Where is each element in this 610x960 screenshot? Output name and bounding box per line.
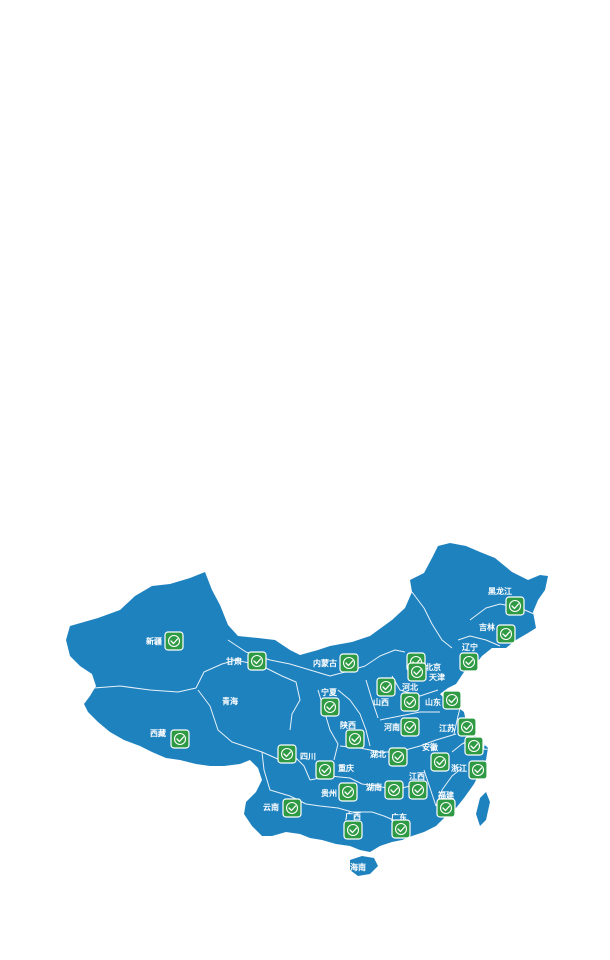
label-xinjiang: 新疆 xyxy=(146,636,162,646)
green-check-badge-icon[interactable] xyxy=(407,662,427,682)
label-hebei: 河北 xyxy=(402,682,418,692)
label-shandong: 山东 xyxy=(425,697,441,707)
green-check-badge-icon[interactable] xyxy=(505,596,525,616)
green-check-badge-icon[interactable] xyxy=(384,780,404,800)
green-check-badge-icon[interactable] xyxy=(408,780,428,800)
green-check-badge-icon[interactable] xyxy=(376,677,396,697)
markers xyxy=(164,596,525,840)
label-guizhou: 贵州 xyxy=(321,788,337,798)
label-xizang: 西藏 xyxy=(150,728,166,738)
label-gansu: 甘肃 xyxy=(226,656,242,666)
green-check-badge-icon[interactable] xyxy=(277,744,297,764)
label-shanxi: 山西 xyxy=(373,697,389,707)
label-guangdong: 广东 xyxy=(391,812,407,822)
green-check-badge-icon[interactable] xyxy=(345,729,365,749)
green-check-badge-icon[interactable] xyxy=(391,819,411,839)
green-check-badge-icon[interactable] xyxy=(343,820,363,840)
label-shanghai: 上海 xyxy=(480,741,496,751)
label-ningxia: 宁夏 xyxy=(321,687,338,697)
green-check-badge-icon[interactable] xyxy=(468,760,488,780)
label-jiangxi: 江西 xyxy=(409,771,425,781)
label-anhui: 安徽 xyxy=(422,742,439,752)
green-check-badge-icon[interactable] xyxy=(282,798,302,818)
green-check-badge-icon[interactable] xyxy=(338,782,358,802)
green-check-badge-icon[interactable] xyxy=(457,717,477,737)
label-jiangsu: 江苏 xyxy=(439,723,455,733)
label-hubei: 湖北 xyxy=(370,749,386,759)
green-check-badge-icon[interactable] xyxy=(496,624,516,644)
green-check-badge-icon[interactable] xyxy=(339,653,359,673)
label-fujian: 福建 xyxy=(437,790,455,800)
green-check-badge-icon[interactable] xyxy=(430,752,450,772)
label-tianjin: 天津 xyxy=(429,672,445,682)
taiwan-shape xyxy=(476,792,490,826)
hainan-shape xyxy=(350,856,378,876)
green-check-badge-icon[interactable] xyxy=(170,729,190,749)
label-jilin: 吉林 xyxy=(479,622,495,632)
green-check-badge-icon[interactable] xyxy=(464,736,484,756)
label-hunan: 湖南 xyxy=(366,782,382,792)
green-check-badge-icon[interactable] xyxy=(442,690,462,710)
green-check-badge-icon[interactable] xyxy=(247,651,267,671)
green-check-badge-icon[interactable] xyxy=(400,717,420,737)
label-qinghai: 青海 xyxy=(222,696,238,706)
green-check-badge-icon[interactable] xyxy=(315,760,335,780)
label-shaanxi: 陕西 xyxy=(340,720,356,730)
label-sichuan: 四川 xyxy=(300,752,316,761)
label-chongqing: 重庆 xyxy=(338,763,354,773)
mainland-shape xyxy=(66,543,548,852)
label-beijing: 北京 xyxy=(425,662,441,672)
green-check-badge-icon[interactable] xyxy=(164,631,184,651)
green-check-badge-icon[interactable] xyxy=(320,697,340,717)
label-guangxi: 广西 xyxy=(345,811,361,821)
label-neimenggu: 内蒙古 xyxy=(313,658,337,668)
label-zhejiang: 浙江 xyxy=(451,763,467,773)
label-liaoning: 辽宁 xyxy=(462,642,478,652)
green-check-badge-icon[interactable] xyxy=(400,692,420,712)
green-check-badge-icon[interactable] xyxy=(436,798,456,818)
province-borders xyxy=(93,591,535,823)
province-labels: 新疆 西藏 青海 甘肃 内蒙古 黑龙江 吉林 辽宁 北京 天津 河北 山西 山东… xyxy=(146,586,512,872)
green-check-badge-icon[interactable] xyxy=(388,747,408,767)
label-hainan: 海南 xyxy=(350,862,366,872)
label-yunnan: 云南 xyxy=(263,802,279,812)
label-henan: 河南 xyxy=(384,722,400,732)
green-check-badge-icon[interactable] xyxy=(459,652,479,672)
label-heilongjiang: 黑龙江 xyxy=(488,586,512,596)
